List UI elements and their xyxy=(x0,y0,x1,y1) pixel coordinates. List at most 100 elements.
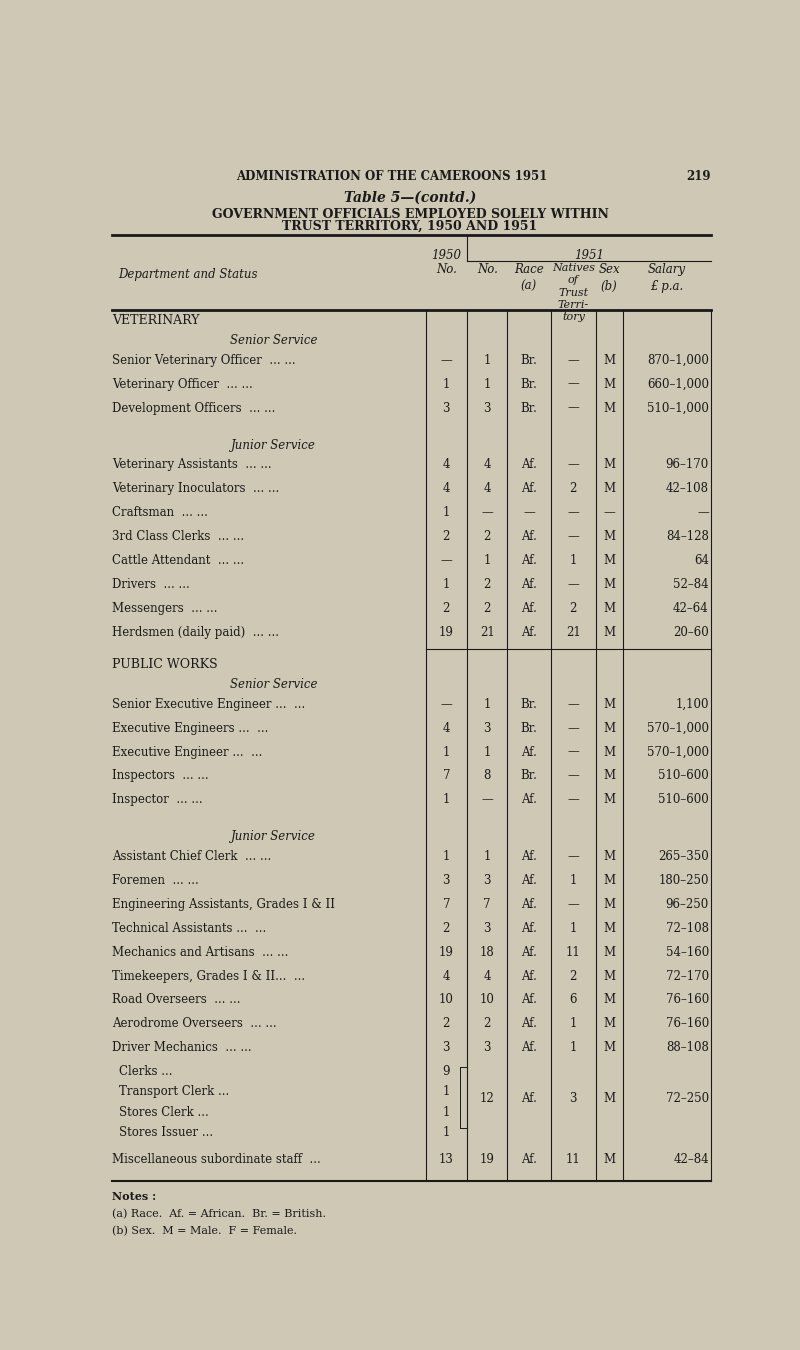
Text: 4: 4 xyxy=(483,482,491,495)
Text: —: — xyxy=(482,794,493,806)
Text: 3: 3 xyxy=(570,1092,577,1106)
Text: 84–128: 84–128 xyxy=(666,531,709,543)
Text: 510–1,000: 510–1,000 xyxy=(647,401,709,414)
Text: M: M xyxy=(603,698,615,710)
Text: 42–108: 42–108 xyxy=(666,482,709,495)
Text: 1: 1 xyxy=(570,922,577,934)
Text: M: M xyxy=(603,898,615,911)
Text: —: — xyxy=(567,698,579,710)
Text: M: M xyxy=(603,794,615,806)
Text: 1: 1 xyxy=(442,378,450,390)
Text: Herdsmen (daily paid)  ... ...: Herdsmen (daily paid) ... ... xyxy=(112,625,279,639)
Text: 1: 1 xyxy=(570,554,577,567)
Text: TRUST TERRITORY, 1950 AND 1951: TRUST TERRITORY, 1950 AND 1951 xyxy=(282,220,538,234)
Text: Af.: Af. xyxy=(521,554,537,567)
Text: 10: 10 xyxy=(439,994,454,1007)
Text: —: — xyxy=(567,578,579,591)
Text: 96–250: 96–250 xyxy=(666,898,709,911)
Text: Af.: Af. xyxy=(521,1092,537,1106)
Text: M: M xyxy=(603,378,615,390)
Text: Table 5—(contd.): Table 5—(contd.) xyxy=(344,192,476,205)
Text: 1,100: 1,100 xyxy=(675,698,709,710)
Text: 76–160: 76–160 xyxy=(666,994,709,1007)
Text: Af.: Af. xyxy=(521,531,537,543)
Text: Af.: Af. xyxy=(521,1018,537,1030)
Text: Af.: Af. xyxy=(521,794,537,806)
Text: 42–84: 42–84 xyxy=(674,1153,709,1165)
Text: Inspector  ... ...: Inspector ... ... xyxy=(112,794,203,806)
Text: 11: 11 xyxy=(566,1153,581,1165)
Text: 2: 2 xyxy=(442,602,450,614)
Text: Veterinary Assistants  ... ...: Veterinary Assistants ... ... xyxy=(112,458,272,471)
Text: 7: 7 xyxy=(442,769,450,783)
Text: 72–250: 72–250 xyxy=(666,1092,709,1106)
Text: Af.: Af. xyxy=(521,994,537,1007)
Text: Senior Service: Senior Service xyxy=(230,333,318,347)
Text: Junior Service: Junior Service xyxy=(231,830,316,844)
Text: 18: 18 xyxy=(480,945,494,958)
Text: 1: 1 xyxy=(483,554,491,567)
Text: M: M xyxy=(603,602,615,614)
Text: Af.: Af. xyxy=(521,969,537,983)
Text: 4: 4 xyxy=(483,969,491,983)
Text: (b) Sex.  M = Male.  F = Female.: (b) Sex. M = Male. F = Female. xyxy=(112,1226,298,1237)
Text: Aerodrome Overseers  ... ...: Aerodrome Overseers ... ... xyxy=(112,1018,277,1030)
Text: ADMINISTRATION OF THE CAMEROONS 1951: ADMINISTRATION OF THE CAMEROONS 1951 xyxy=(236,170,547,184)
Text: M: M xyxy=(603,969,615,983)
Text: 19: 19 xyxy=(439,945,454,958)
Text: 3rd Class Clerks  ... ...: 3rd Class Clerks ... ... xyxy=(112,531,245,543)
Text: M: M xyxy=(603,401,615,414)
Text: 2: 2 xyxy=(442,531,450,543)
Text: M: M xyxy=(603,922,615,934)
Text: 3: 3 xyxy=(483,1041,491,1054)
Text: Af.: Af. xyxy=(521,625,537,639)
Text: 2: 2 xyxy=(442,1018,450,1030)
Text: Drivers  ... ...: Drivers ... ... xyxy=(112,578,190,591)
Text: Af.: Af. xyxy=(521,898,537,911)
Text: No.: No. xyxy=(477,263,498,275)
Text: 42–64: 42–64 xyxy=(673,602,709,614)
Text: Senior Service: Senior Service xyxy=(230,678,318,691)
Text: Transport Clerk ...: Transport Clerk ... xyxy=(118,1085,229,1099)
Text: 21: 21 xyxy=(566,625,581,639)
Text: 1: 1 xyxy=(442,506,450,518)
Text: —: — xyxy=(603,506,615,518)
Text: M: M xyxy=(603,482,615,495)
Text: 64: 64 xyxy=(694,554,709,567)
Text: 54–160: 54–160 xyxy=(666,945,709,958)
Text: —: — xyxy=(567,378,579,390)
Text: M: M xyxy=(603,850,615,863)
Text: 3: 3 xyxy=(483,401,491,414)
Text: Af.: Af. xyxy=(521,850,537,863)
Text: Mechanics and Artisans  ... ...: Mechanics and Artisans ... ... xyxy=(112,945,289,958)
Text: Senior Veterinary Officer  ... ...: Senior Veterinary Officer ... ... xyxy=(112,354,296,367)
Text: 76–160: 76–160 xyxy=(666,1018,709,1030)
Text: Miscellaneous subordinate staff  ...: Miscellaneous subordinate staff ... xyxy=(112,1153,321,1165)
Text: Br.: Br. xyxy=(521,378,538,390)
Text: 2: 2 xyxy=(483,578,491,591)
Text: M: M xyxy=(603,722,615,734)
Text: 12: 12 xyxy=(480,1092,494,1106)
Text: —: — xyxy=(567,794,579,806)
Text: 1: 1 xyxy=(442,850,450,863)
Text: 1: 1 xyxy=(442,1106,450,1119)
Text: Craftsman  ... ...: Craftsman ... ... xyxy=(112,506,208,518)
Text: Veterinary Inoculators  ... ...: Veterinary Inoculators ... ... xyxy=(112,482,280,495)
Text: 21: 21 xyxy=(480,625,494,639)
Text: —: — xyxy=(567,745,579,759)
Text: 570–1,000: 570–1,000 xyxy=(647,722,709,734)
Text: Af.: Af. xyxy=(521,482,537,495)
Text: 20–60: 20–60 xyxy=(673,625,709,639)
Text: 1: 1 xyxy=(483,378,491,390)
Text: M: M xyxy=(603,873,615,887)
Text: M: M xyxy=(603,578,615,591)
Text: Notes :: Notes : xyxy=(112,1191,157,1202)
Text: 660–1,000: 660–1,000 xyxy=(647,378,709,390)
Text: —: — xyxy=(567,722,579,734)
Text: 7: 7 xyxy=(442,898,450,911)
Text: Br.: Br. xyxy=(521,769,538,783)
Text: 1: 1 xyxy=(570,873,577,887)
Text: 1950: 1950 xyxy=(431,250,462,262)
Text: —: — xyxy=(567,458,579,471)
Text: 3: 3 xyxy=(442,1041,450,1054)
